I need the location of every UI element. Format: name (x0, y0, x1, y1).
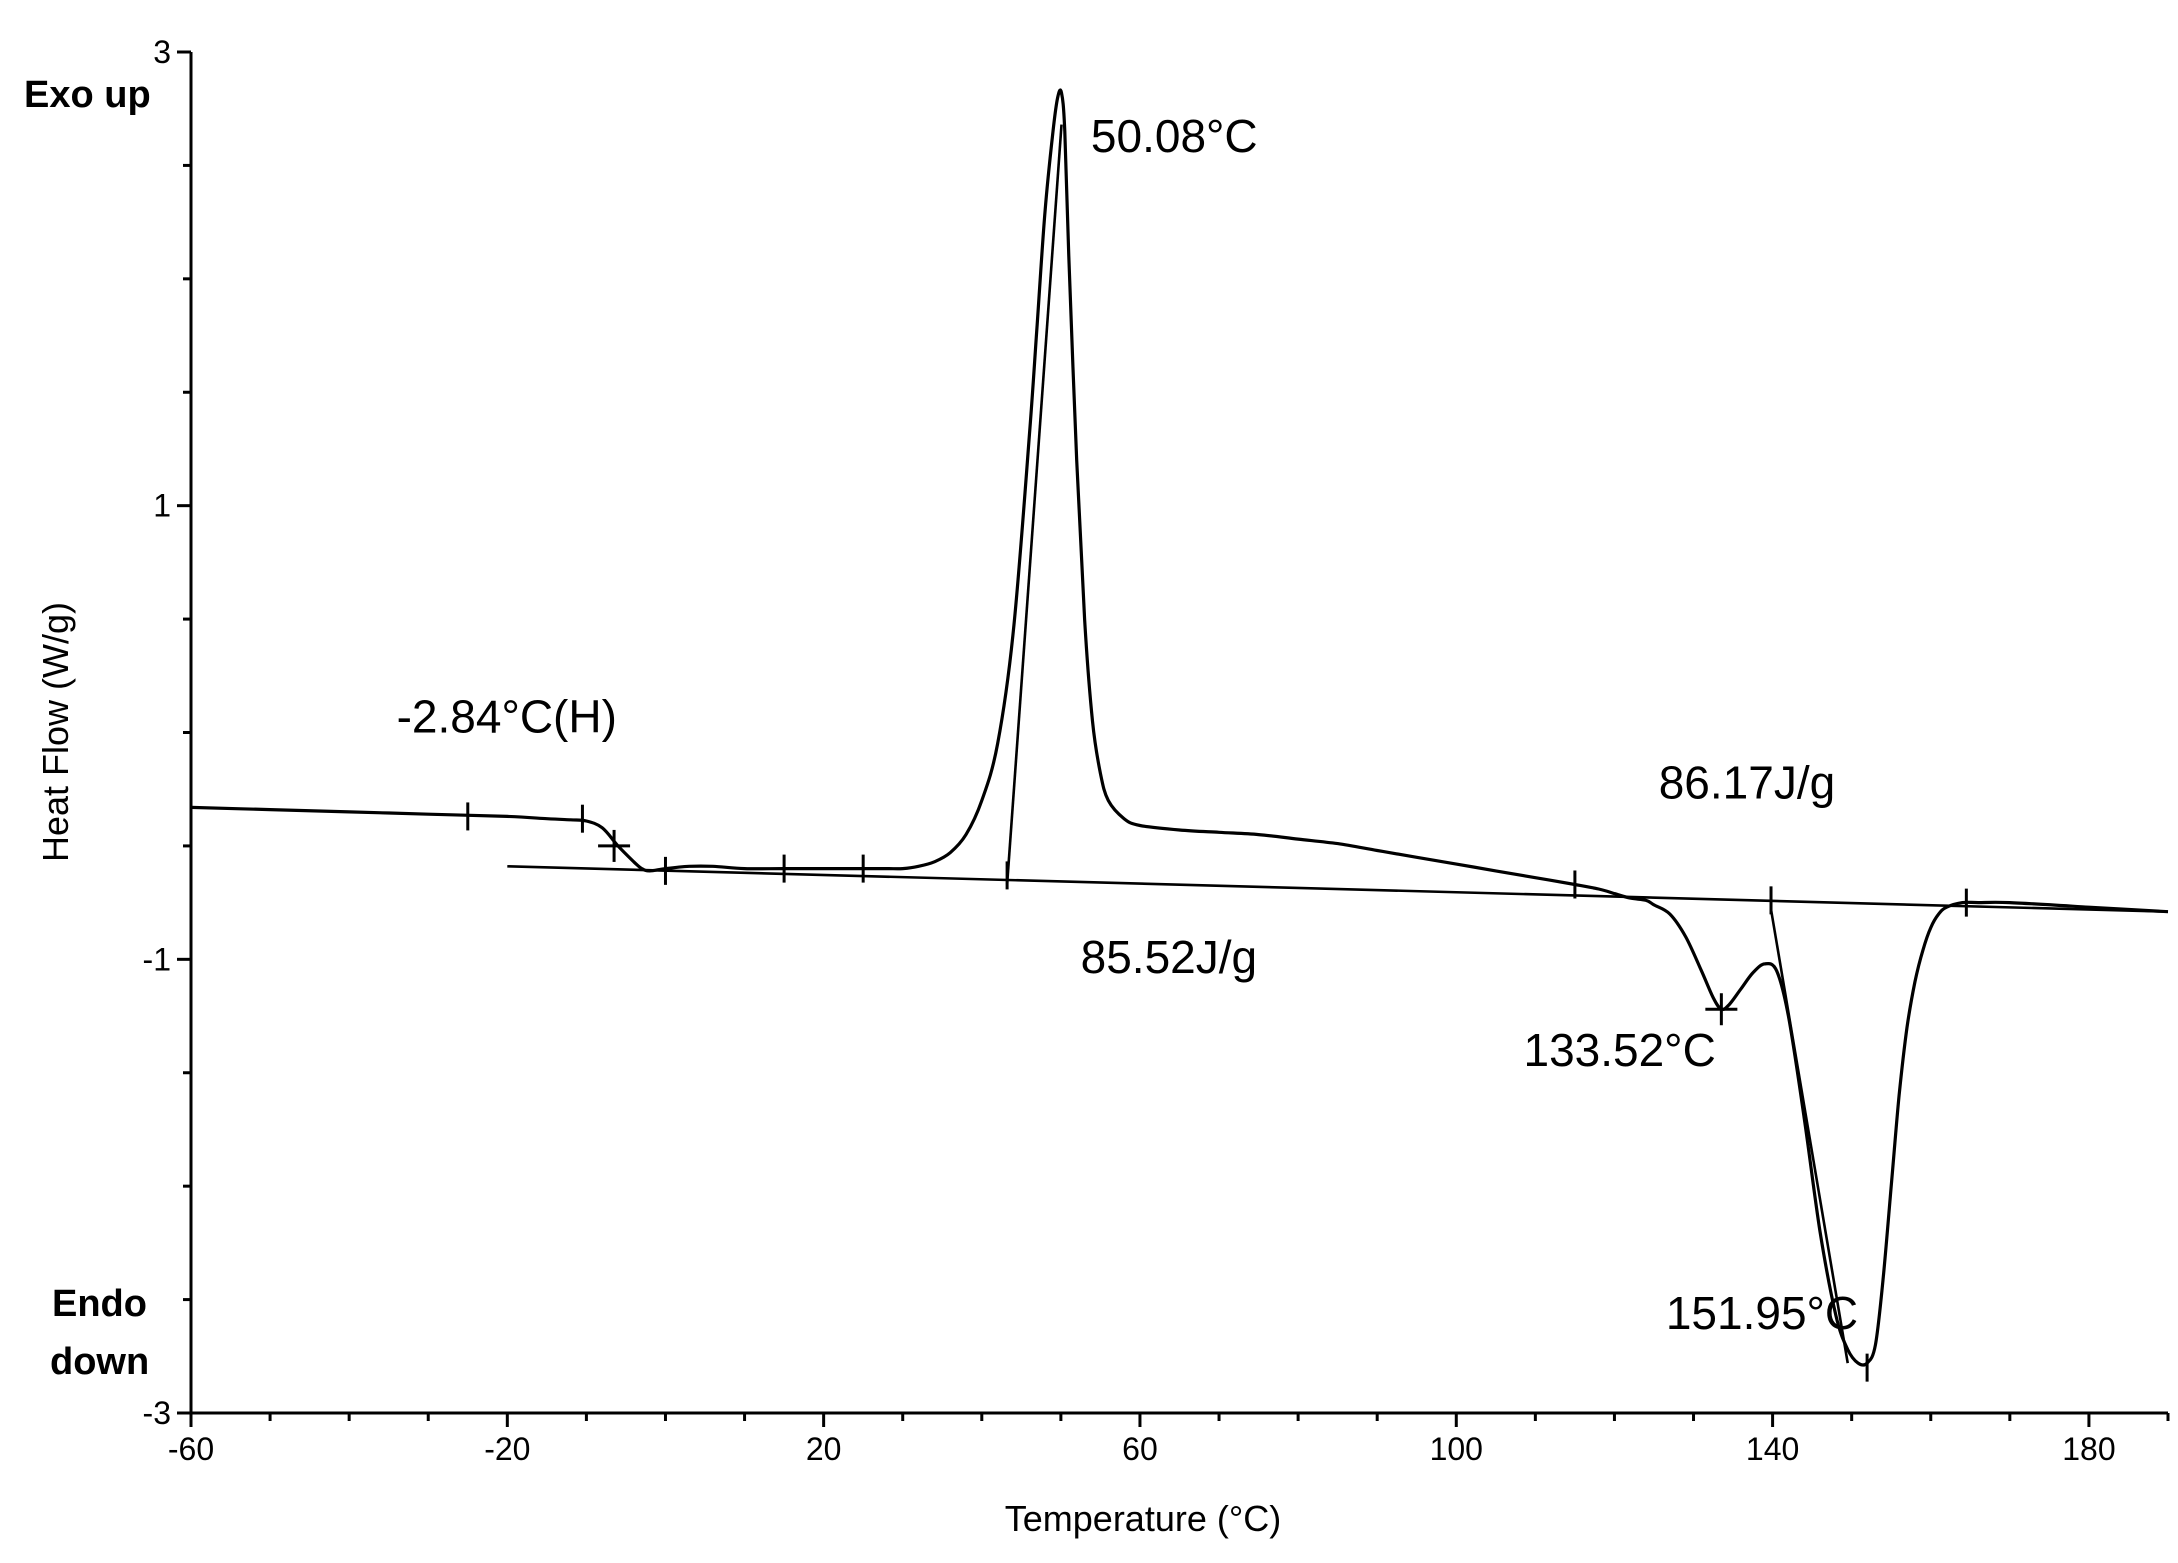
peak-annotation: 86.17J/g (1659, 756, 1835, 808)
y-axis-title: Heat Flow (W/g) (35, 602, 76, 862)
onset-tangent-line (1769, 909, 1850, 1364)
x-tick-label: 20 (806, 1431, 842, 1467)
y-tick-label: 3 (153, 34, 171, 70)
y-tick-label: -3 (143, 1395, 171, 1431)
y-tick-label: 1 (153, 488, 171, 524)
x-axis-title: Temperature (°C) (1005, 1498, 1281, 1539)
x-axis-ticks (189, 1413, 2170, 1427)
peak-annotation: 50.08°C (1091, 110, 1258, 162)
x-tick-label: 60 (1122, 1431, 1158, 1467)
y-tick-labels: -3 -1 1 3 (143, 34, 171, 1431)
integration-baseline (507, 865, 2169, 913)
x-tick-label: -60 (168, 1431, 214, 1467)
x-tick-label: 140 (1746, 1431, 1799, 1467)
down-label: down (50, 1341, 149, 1383)
heat-flow-curve (190, 88, 2169, 1367)
y-axis-ticks (177, 50, 191, 1415)
x-tick-label: 100 (1430, 1431, 1483, 1467)
peak-annotation: 133.52°C (1523, 1024, 1715, 1076)
peak-annotation: -2.84°C(H) (397, 691, 617, 743)
y-tick-label: -1 (143, 941, 171, 977)
peak-annotation: 151.95°C (1666, 1287, 1858, 1339)
peak-annotations: 50.08°C -2.84°C(H) 86.17J/g 85.52J/g 133.52°… (397, 110, 1859, 1339)
exo-up-label: Exo up (24, 74, 151, 116)
endo-label: Endo (52, 1283, 147, 1325)
x-tick-labels: -60 -20 20 60 100 140 180 (168, 1431, 2116, 1467)
onset-tangent-line (1005, 124, 1063, 885)
x-tick-label: -20 (484, 1431, 530, 1467)
peak-annotation: 85.52J/g (1081, 931, 1257, 983)
x-tick-label: 180 (2062, 1431, 2115, 1467)
plot-area (190, 88, 2169, 1382)
